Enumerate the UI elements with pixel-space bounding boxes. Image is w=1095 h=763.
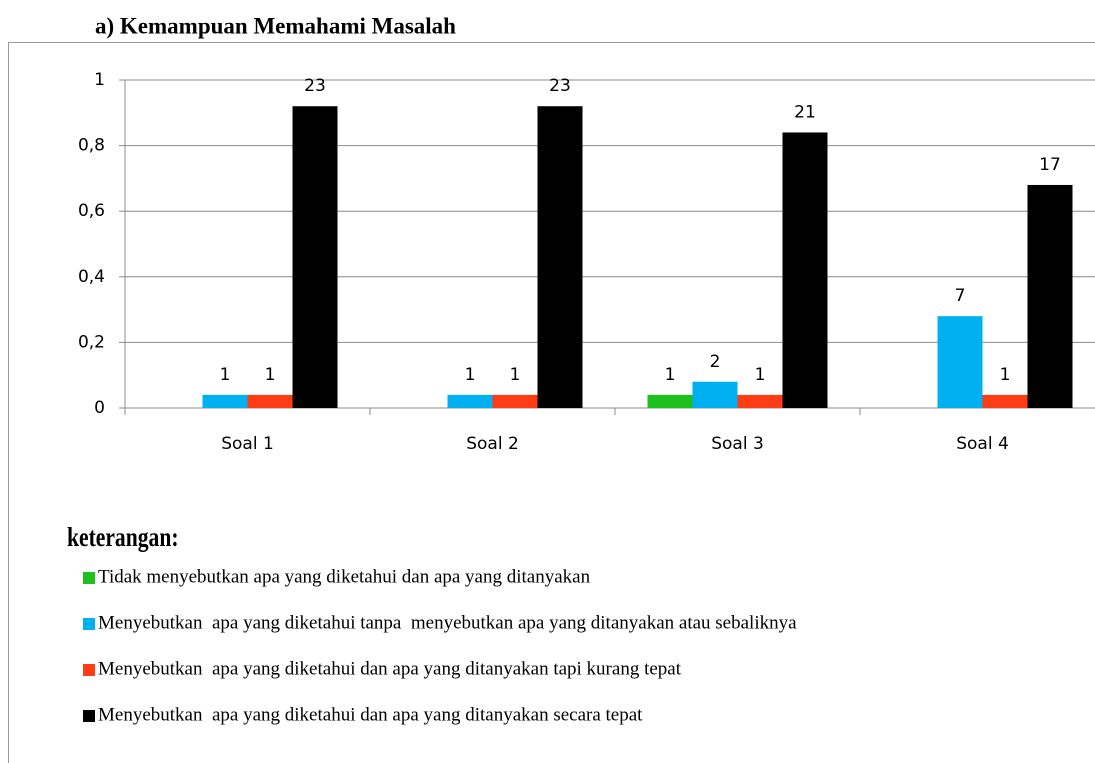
bar <box>1027 184 1073 408</box>
data-label: 7 <box>955 286 966 306</box>
bar <box>647 394 693 408</box>
legend-label: Tidak menyebutkan apa yang diketahui dan… <box>98 566 591 587</box>
bar <box>737 394 783 408</box>
legend-swatch <box>83 664 95 676</box>
chart-title: a) Kemampuan Memahami Masalah <box>95 13 456 38</box>
y-tick-label: 0 <box>94 398 105 418</box>
data-label: 1 <box>1000 365 1011 385</box>
data-label: 1 <box>220 365 231 385</box>
y-tick-label: 0,6 <box>78 201 105 221</box>
data-label: 1 <box>265 365 276 385</box>
legend-swatch <box>83 710 95 722</box>
frame <box>8 42 1095 763</box>
bar <box>692 381 738 408</box>
bar <box>447 394 493 408</box>
x-tick-label: Soal 3 <box>711 434 764 454</box>
bar <box>492 394 538 408</box>
y-tick-label: 0,8 <box>78 136 105 156</box>
data-label: 1 <box>665 365 676 385</box>
data-label: 1 <box>465 365 476 385</box>
legend-label: Menyebutkan apa yang diketahui dan apa y… <box>98 658 682 679</box>
legend-label: Menyebutkan apa yang diketahui dan apa y… <box>98 704 643 725</box>
data-label: 21 <box>794 102 816 122</box>
data-label: 2 <box>710 352 721 372</box>
bar <box>537 106 583 409</box>
legend-title: keterangan: <box>67 523 179 553</box>
bar <box>782 132 828 409</box>
data-label: 1 <box>510 365 521 385</box>
y-tick-label: 0,2 <box>78 332 105 352</box>
bar <box>982 394 1028 408</box>
bar <box>937 316 983 408</box>
bar <box>292 106 338 409</box>
legend-swatch <box>83 572 95 584</box>
y-tick-label: 1 <box>94 70 105 90</box>
data-label: 1 <box>755 365 766 385</box>
x-tick-label: Soal 2 <box>466 434 519 454</box>
data-label: 23 <box>549 76 571 96</box>
legend-swatch <box>83 618 95 630</box>
bar <box>202 394 248 408</box>
y-tick-label: 0,4 <box>78 267 105 287</box>
x-tick-label: Soal 1 <box>221 434 274 454</box>
x-tick-label: Soal 4 <box>956 434 1009 454</box>
data-label: 23 <box>304 76 326 96</box>
legend-label: Menyebutkan apa yang diketahui tanpa men… <box>98 612 797 633</box>
data-label: 17 <box>1039 155 1061 175</box>
bar <box>247 394 293 408</box>
